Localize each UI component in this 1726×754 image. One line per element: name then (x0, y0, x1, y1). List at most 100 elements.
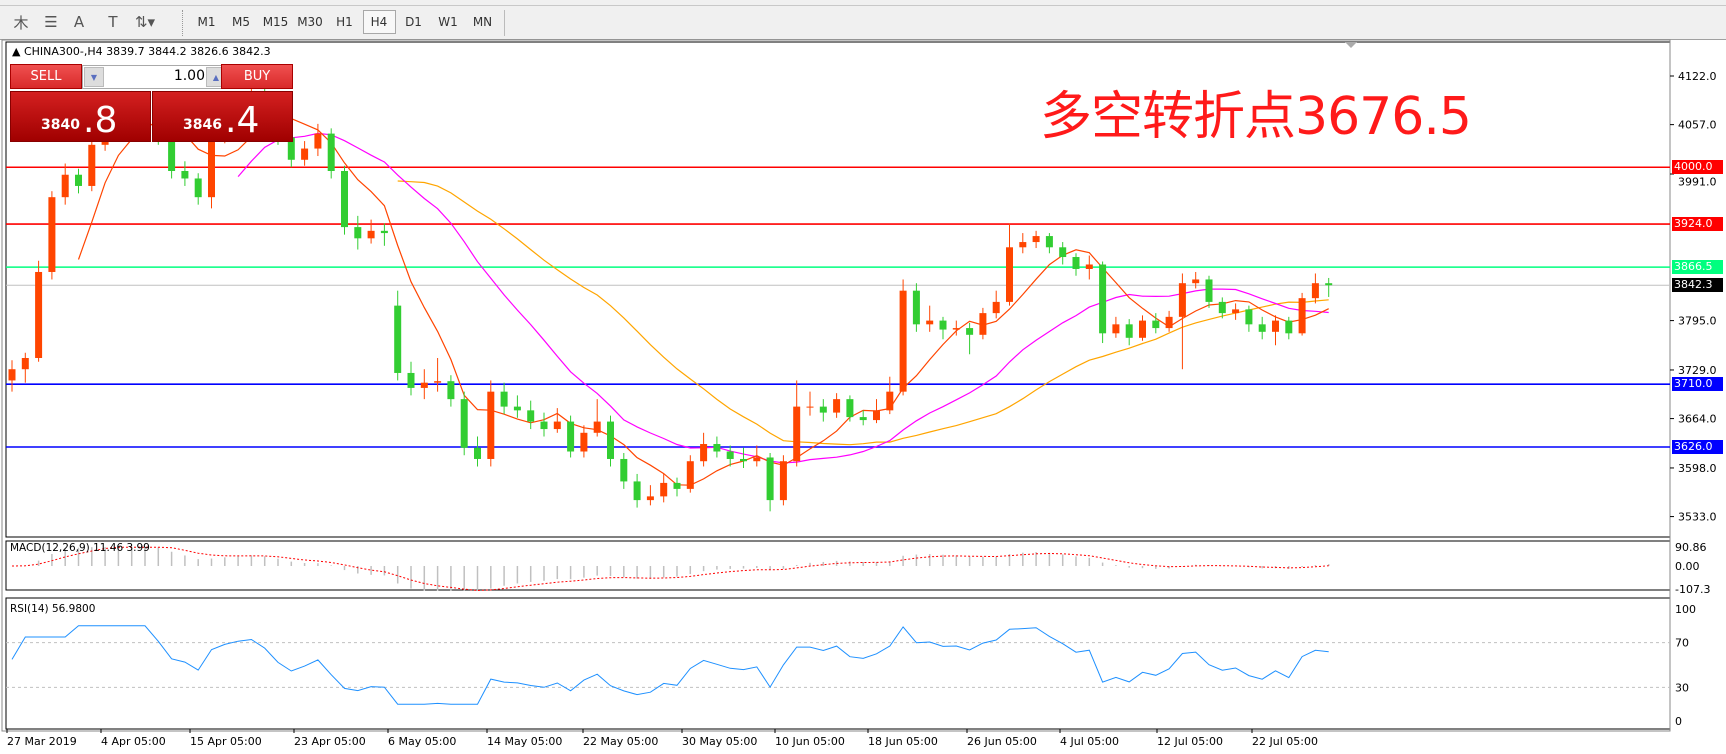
candle-body (726, 451, 734, 459)
candle-body (740, 458, 747, 462)
candle-body (21, 357, 29, 370)
rsi-tick-label: 0 (1675, 715, 1682, 728)
sell-price-button[interactable]: 3840 .8 (10, 91, 151, 142)
macd-tick-label: 90.86 (1675, 541, 1707, 554)
candle-body (819, 406, 827, 413)
candle-body (899, 290, 907, 392)
timeframe-h4-button[interactable]: H4 (362, 10, 396, 34)
candle-body (1272, 320, 1279, 332)
price-tick-label: 4057.0 (1678, 119, 1717, 132)
candle-body (1152, 320, 1160, 329)
candle-body (766, 457, 774, 501)
candle-body (660, 482, 668, 497)
volume-input[interactable]: 1.00 (173, 68, 205, 84)
candle-body (992, 301, 1000, 314)
timeframe-h1-button[interactable]: H1 (336, 15, 353, 29)
candle-body (354, 227, 362, 239)
candle-body (8, 369, 16, 381)
toolbar-separator (182, 10, 185, 36)
price-tick-label: 3533.0 (1678, 511, 1717, 524)
candle-body (700, 444, 708, 462)
sell-button[interactable]: SELL (10, 64, 82, 89)
candle-body (1085, 264, 1093, 269)
buy-price-button[interactable]: 3846 .4 (152, 91, 293, 142)
candle-body (540, 421, 548, 430)
chart-header: ▲ CHINA300-,H4 3839.7 3844.2 3826.6 3842… (12, 45, 271, 58)
one-click-trading-panel: SELL ▼ 1.00 ▲ BUY 3840 .8 3846 .4 (10, 64, 293, 142)
candle-body (1006, 247, 1013, 302)
candle-body (75, 174, 82, 186)
candle-body (873, 410, 880, 421)
chart-shift-marker-icon (1345, 42, 1357, 48)
volume-down-icon[interactable]: ▼ (84, 67, 104, 87)
timeframe-m30-button[interactable]: M30 (297, 15, 323, 29)
candle-body (939, 320, 947, 330)
rsi-tick-label: 30 (1675, 681, 1689, 694)
indicators-icon[interactable]: ⽊ (13, 13, 29, 32)
candle-body (1245, 309, 1253, 325)
candle-body (979, 313, 987, 335)
timeframe-m5-button[interactable]: M5 (232, 15, 250, 29)
candle-body (713, 444, 721, 452)
candle-body (367, 230, 375, 239)
text-icon[interactable]: A (73, 13, 85, 31)
date-axis-label: 12 Jul 05:00 (1157, 735, 1223, 748)
price-tick-label: 3729.0 (1678, 364, 1717, 377)
rsi-label: RSI(14) 56.9800 (10, 603, 96, 615)
candle-body (1125, 324, 1133, 338)
candle-body (48, 197, 56, 272)
candle-body (314, 133, 322, 149)
candle-body (1205, 279, 1213, 302)
candle-body (966, 328, 974, 335)
candle-body (1045, 236, 1053, 248)
date-axis-label: 14 May 05:00 (487, 735, 563, 748)
candle-body (912, 290, 920, 325)
candle-body (1325, 283, 1333, 286)
candle-body (88, 144, 96, 186)
candle-body (793, 406, 801, 462)
level-price-tag: 4000.0 (1672, 160, 1723, 175)
volume-stepper[interactable]: ▼ 1.00 ▲ (82, 65, 228, 89)
text-label-icon[interactable]: T (108, 13, 118, 31)
candle-body (833, 399, 841, 413)
candle-body (926, 320, 934, 325)
date-axis-label: 30 May 05:00 (682, 735, 758, 748)
candle-body (1072, 257, 1080, 269)
buy-button[interactable]: BUY (221, 64, 293, 89)
timeframe-d1-button[interactable]: D1 (405, 15, 422, 29)
timeframe-m15-button[interactable]: M15 (262, 15, 289, 29)
price-tick-label: 3598.0 (1678, 462, 1717, 475)
periodicity-lines-icon[interactable]: ☰ (44, 13, 58, 31)
candle-body (394, 305, 402, 373)
timeframe-m1-button[interactable]: M1 (197, 15, 216, 29)
timeframe-mn-button[interactable]: MN (472, 15, 493, 29)
candle-body (407, 372, 415, 388)
level-price-tag: 3626.0 (1672, 440, 1723, 454)
candle-body (301, 148, 309, 160)
chart-toolbar: ⽊ ☰ A T ⇅▾ M1 M5 M15 M30 H1 H4 D1 W1 MN (0, 6, 1726, 40)
level-price-tag: 3842.3 (1672, 278, 1723, 293)
date-axis-label: 22 May 05:00 (583, 735, 659, 748)
candle-body (287, 137, 295, 160)
ma-slow-line (397, 180, 1329, 446)
macd-tick-label: -107.3 (1675, 583, 1710, 596)
candle-body (646, 496, 654, 501)
candle-body (447, 381, 455, 400)
candle-body (1099, 264, 1107, 334)
candle-body (380, 230, 388, 234)
candle-body (208, 137, 215, 198)
candle-body (567, 421, 575, 452)
candle-body (952, 328, 960, 330)
date-axis-label: 22 Jul 05:00 (1252, 735, 1318, 748)
candle-body (779, 461, 787, 501)
candle-body (1232, 309, 1240, 314)
timeframe-w1-button[interactable]: W1 (438, 15, 458, 29)
chart-outer-frame (1, 39, 1671, 732)
chart-window[interactable] (0, 40, 1726, 754)
toolbar-separator (504, 10, 507, 36)
candle-body (753, 457, 761, 462)
arrows-dropdown-icon[interactable]: ⇅▾ (134, 13, 156, 31)
macd-panel-frame (5, 540, 1671, 591)
candle-body (806, 406, 814, 408)
